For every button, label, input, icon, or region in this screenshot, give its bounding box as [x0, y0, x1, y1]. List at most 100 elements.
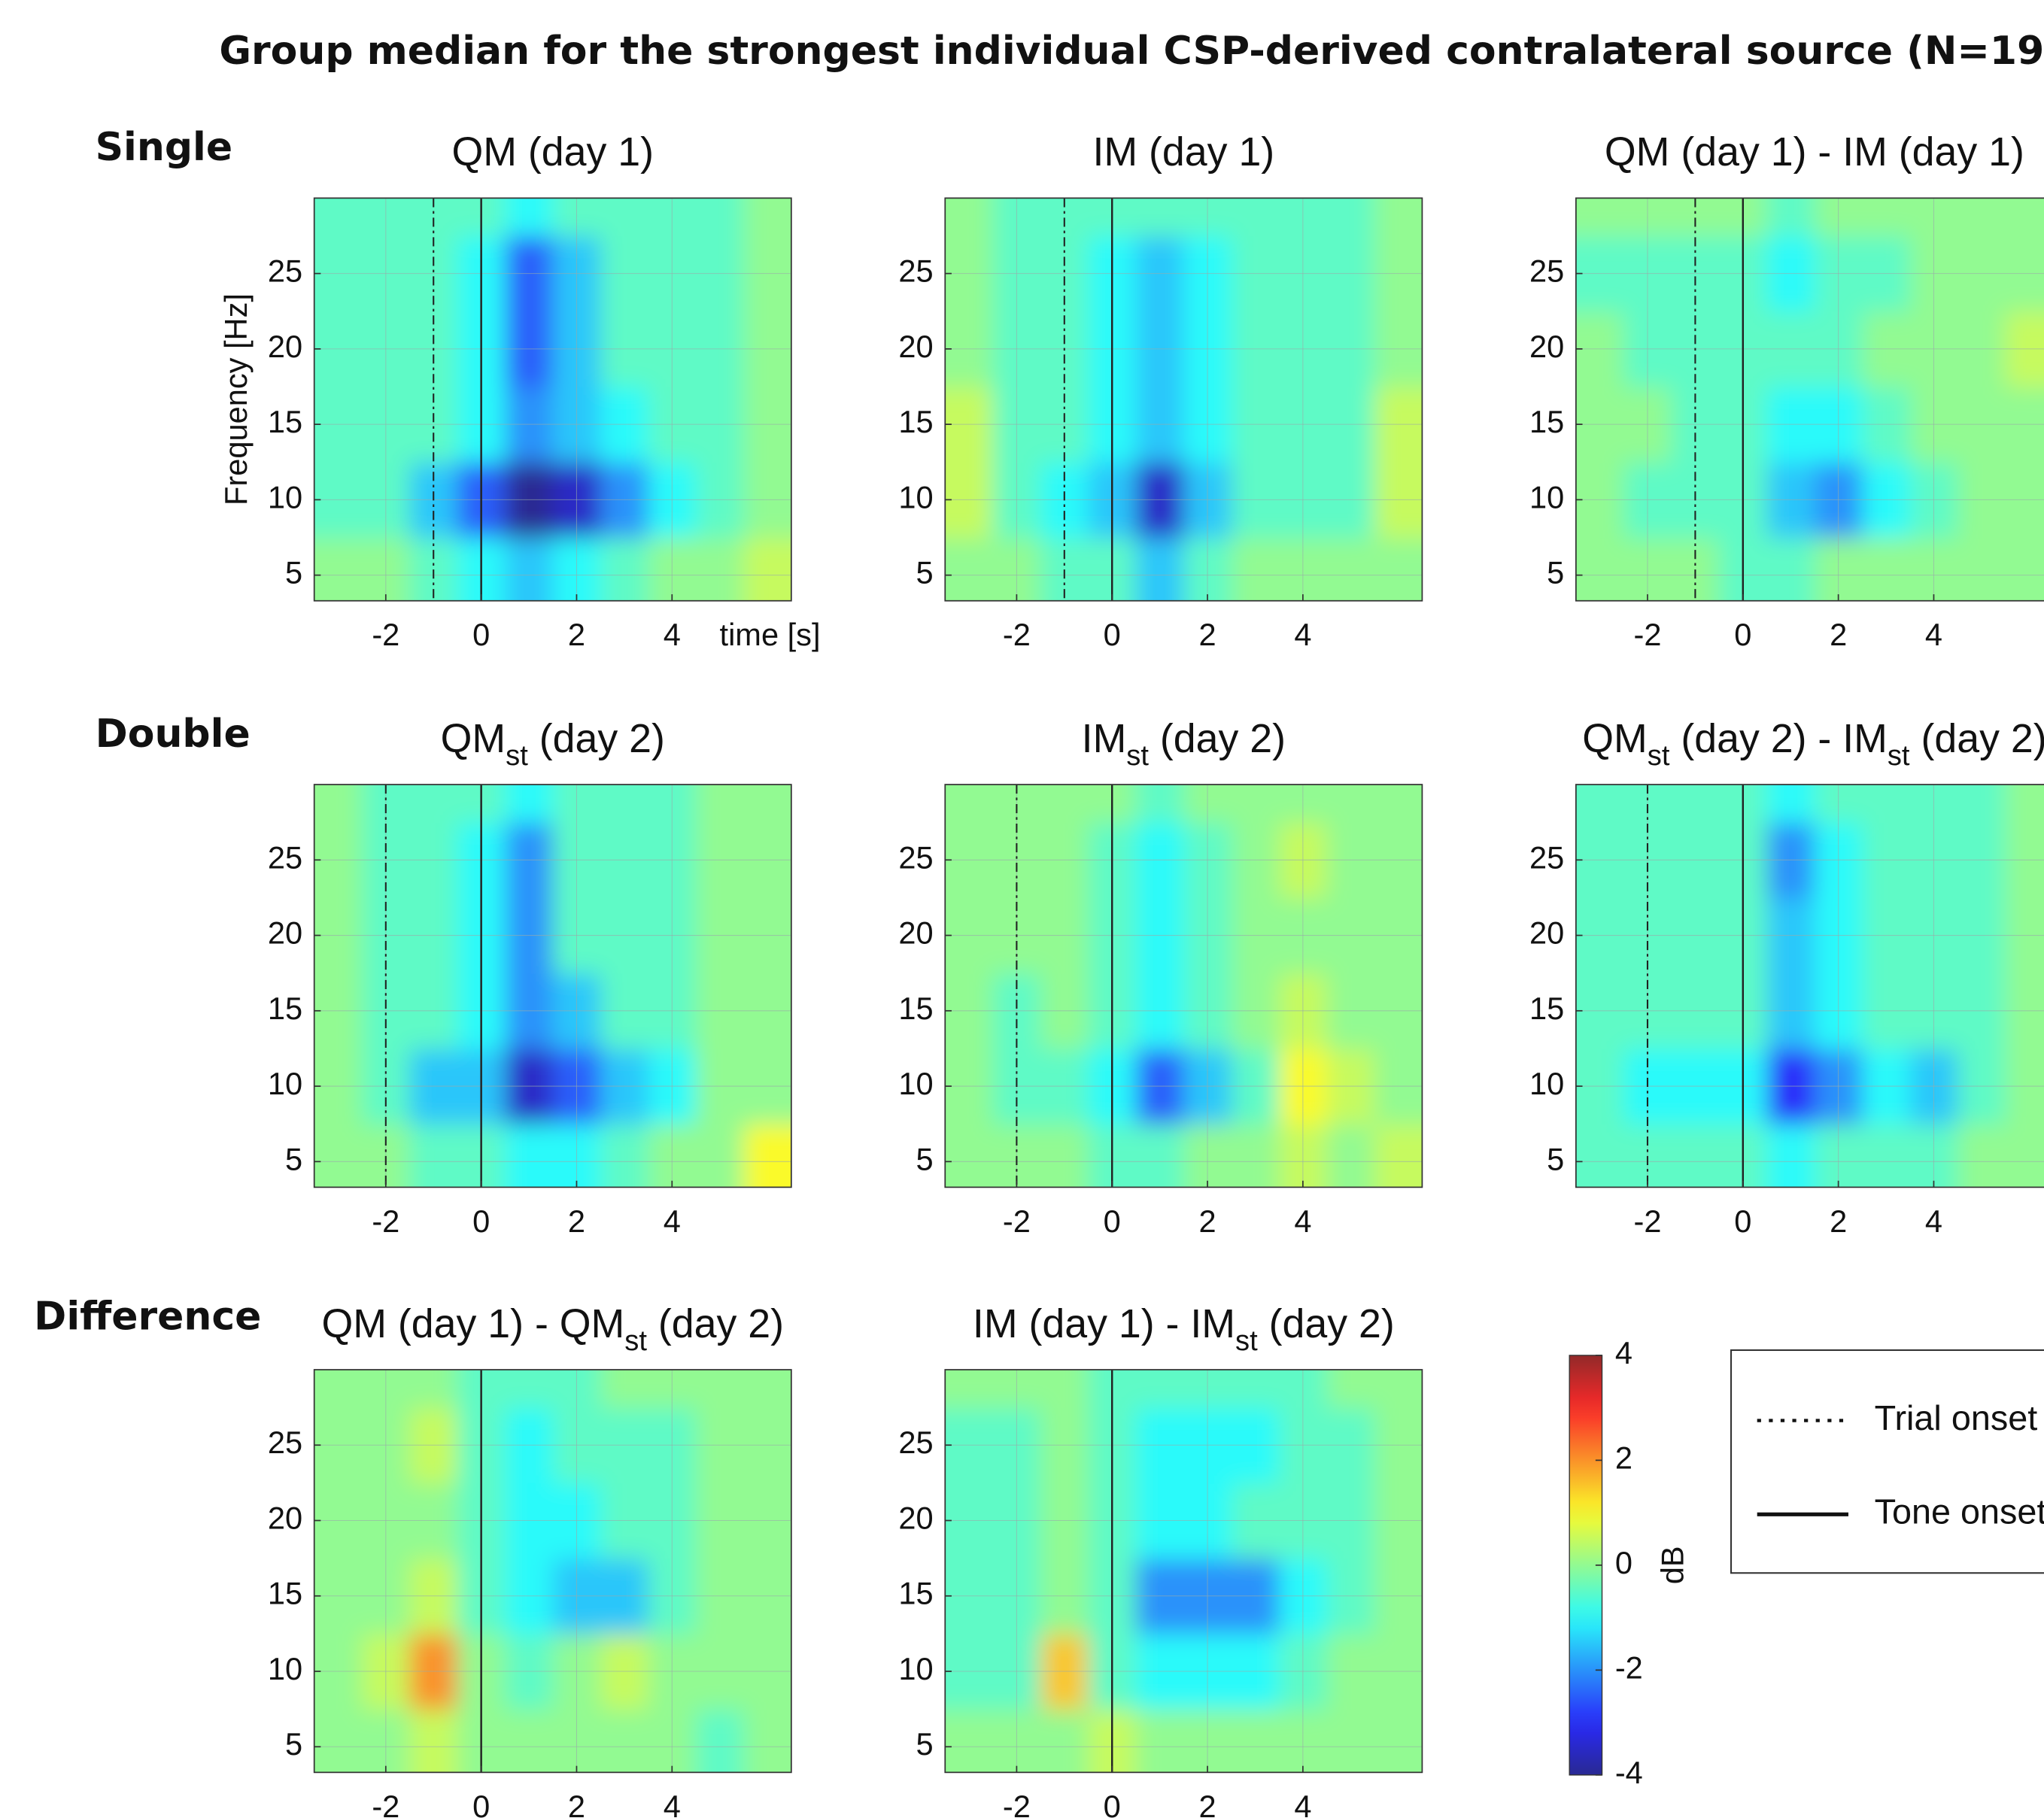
- y-tick-label: 20: [1529, 915, 1564, 951]
- y-tick-label: 25: [268, 839, 302, 875]
- heatmap-cell: [1766, 1124, 1815, 1188]
- y-tick-label: 25: [898, 253, 933, 289]
- heatmap-cell: [600, 537, 649, 601]
- heatmap-cell: [945, 785, 994, 824]
- heatmap-cell: [1326, 1369, 1375, 1408]
- title-part: (day 2) - IM: [1669, 716, 1887, 761]
- y-tick-label: 10: [268, 1651, 302, 1686]
- heatmap-cell: [1231, 1124, 1280, 1188]
- heatmap-cell: [505, 785, 554, 824]
- heatmap-cell: [600, 198, 649, 237]
- heatmap-cell: [695, 1124, 745, 1188]
- axes-box: [944, 784, 1423, 1188]
- heatmap-cell: [1040, 1369, 1089, 1408]
- title-part: st: [1888, 740, 1910, 772]
- heatmap-cell: [600, 1369, 649, 1408]
- heatmap-cell: [1231, 198, 1280, 237]
- heatmap-cell: [1326, 537, 1375, 601]
- row-label: Single: [96, 125, 233, 170]
- y-tick-label: 15: [898, 404, 933, 439]
- heatmap-cell: [1231, 537, 1280, 601]
- title-part: st: [1126, 740, 1149, 772]
- title-part: st: [1648, 740, 1670, 772]
- x-tick-label: 0: [472, 1789, 490, 1818]
- x-tick-label: 4: [1925, 617, 1942, 652]
- title-part: st: [1235, 1325, 1258, 1357]
- colorbar-tick-label: 0: [1615, 1545, 1632, 1580]
- heatmap-cell: [1957, 1124, 2006, 1188]
- heatmap-cell: [1671, 785, 1720, 824]
- heatmap-cell: [945, 1709, 994, 1773]
- heatmap-cell: [1326, 198, 1375, 237]
- heatmap-cell: [1374, 1709, 1423, 1773]
- y-tick-label: 15: [898, 1576, 933, 1611]
- y-tick-label: 15: [268, 1576, 302, 1611]
- heatmap-cell: [1326, 1709, 1375, 1773]
- colorbar-tick-label: -2: [1615, 1650, 1643, 1685]
- heatmap-cells: [1575, 785, 2044, 1188]
- heatmap-cell: [505, 198, 554, 237]
- x-tick-label: -2: [372, 1789, 399, 1818]
- title-part: IM: [1082, 716, 1127, 761]
- y-tick-label: 25: [268, 253, 302, 289]
- heatmap-cell: [945, 1369, 994, 1408]
- heatmap-cell: [409, 1369, 458, 1408]
- heatmap-cell: [1135, 785, 1185, 824]
- heatmap-cell: [1862, 1124, 1911, 1188]
- heatmap-cell: [1957, 537, 2006, 601]
- heatmap-cell: [505, 537, 554, 601]
- title-part: QM: [441, 716, 506, 761]
- y-tick-label: 15: [268, 404, 302, 439]
- x-axis-label: time [s]: [720, 617, 821, 652]
- heatmap-cell: [1374, 1124, 1423, 1188]
- y-tick-label: 5: [285, 1141, 302, 1176]
- heatmap-cells: [1575, 198, 2044, 601]
- heatmap-cells: [945, 198, 1423, 601]
- title-part: (day 2): [1258, 1301, 1395, 1346]
- axes-box: [1575, 197, 2044, 602]
- title-part: st: [506, 740, 528, 772]
- x-tick-label: 0: [1104, 1203, 1121, 1239]
- heatmap-cell: [1862, 785, 1911, 824]
- heatmap-cell: [1957, 198, 2006, 237]
- x-tick-label: 4: [664, 1203, 681, 1239]
- y-tick-label: 20: [268, 329, 302, 364]
- y-tick-label: 5: [916, 1141, 934, 1176]
- row-label: Double: [96, 712, 251, 757]
- legend-label: Tone onset: [1875, 1492, 2044, 1531]
- heatmap-cell: [1040, 785, 1089, 824]
- axes-box: [944, 197, 1423, 602]
- title-part: IM (day 1): [1092, 129, 1274, 175]
- x-tick-label: 4: [1294, 617, 1311, 652]
- heatmap-cell: [743, 198, 791, 237]
- heatmap-cell: [695, 785, 745, 824]
- y-tick-label: 10: [268, 479, 302, 514]
- y-tick-label: 10: [1529, 1066, 1564, 1101]
- y-tick-label: 10: [268, 1066, 302, 1101]
- heatmap-cell: [314, 198, 363, 237]
- heatmap-cells: [945, 785, 1423, 1188]
- y-tick-label: 15: [898, 991, 933, 1026]
- heatmap: [314, 785, 791, 1188]
- heatmap-cell: [505, 1124, 554, 1188]
- y-tick-label: 5: [916, 555, 934, 590]
- heatmap-cell: [1135, 1124, 1185, 1188]
- title-part: (day 2): [528, 716, 665, 761]
- heatmap-cell: [2005, 198, 2044, 237]
- y-tick-label: 5: [285, 1726, 302, 1762]
- x-tick-label: -2: [1633, 617, 1661, 652]
- heatmap: [314, 1369, 791, 1773]
- x-tick-label: 4: [664, 1789, 681, 1818]
- heatmap-cell: [1374, 537, 1423, 601]
- heatmap-cell: [1135, 537, 1185, 601]
- heatmap-cell: [1766, 785, 1815, 824]
- title-part: QM (day 1): [451, 129, 654, 175]
- legend-label: Trial onset: [1875, 1398, 2038, 1437]
- axes-box: [313, 197, 792, 602]
- heatmap-cell: [409, 785, 458, 824]
- y-tick-label: 20: [898, 1500, 933, 1535]
- y-tick-label: 25: [1529, 253, 1564, 289]
- panel-title: QMst (day 2): [441, 716, 665, 772]
- heatmap: [314, 198, 791, 601]
- axes-box: [313, 784, 792, 1188]
